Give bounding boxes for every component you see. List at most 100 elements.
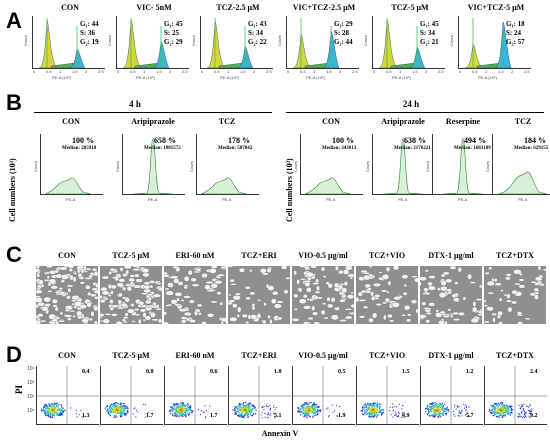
event-dot [238, 414, 241, 416]
event-dot [44, 409, 46, 411]
histogram-ylabel: Count [363, 35, 368, 46]
cell-cycle-stat: S: 34 [248, 29, 263, 37]
event-dot [261, 411, 263, 413]
event-dot [236, 407, 238, 409]
event-dot [397, 411, 399, 413]
event-dot [114, 411, 116, 413]
histogram-tick: 2.5 [98, 69, 104, 74]
event-dot [56, 410, 58, 412]
event-dot [523, 415, 525, 418]
event-dot [401, 404, 404, 407]
event-dot [401, 413, 403, 415]
panel-b-title: TCZ [514, 117, 532, 126]
event-dot [51, 416, 54, 419]
event-dot [242, 402, 245, 404]
event-dot [494, 409, 497, 412]
cell-cycle-stat: G₂: 29 [164, 38, 183, 46]
cell-shape [262, 319, 267, 324]
event-dot [174, 413, 176, 415]
cell-shape [437, 287, 441, 291]
cell-shape [38, 279, 44, 285]
event-dot [524, 413, 526, 415]
event-dot [109, 415, 111, 417]
histogram-svg [382, 137, 424, 195]
cell-shape [101, 275, 110, 280]
cell-shape [108, 270, 113, 276]
cell-shape [323, 316, 329, 320]
event-dot [75, 412, 77, 415]
event-dot [304, 413, 306, 416]
event-dot [122, 411, 124, 413]
cell-shape [513, 269, 522, 275]
event-dot [531, 408, 533, 410]
cell-shape [316, 285, 320, 292]
event-dot [403, 412, 405, 414]
cell-shape [427, 285, 436, 291]
event-dot [62, 411, 64, 414]
event-dot [273, 405, 275, 407]
cell-shape [422, 307, 431, 310]
median-value: Median: 285918 [62, 146, 97, 151]
event-dot [376, 407, 379, 409]
histogram-ylabel: Count [33, 161, 38, 172]
cell-shape [518, 278, 525, 282]
cell-shape [347, 294, 354, 300]
cell-shape [165, 290, 174, 296]
event-dot [310, 409, 313, 412]
event-dot [438, 416, 440, 418]
event-dot [458, 406, 460, 408]
scatter-svg [37, 366, 99, 424]
cell-shape [220, 317, 226, 323]
event-dot [495, 411, 498, 413]
cell-shape [165, 287, 170, 291]
panel-a-title: VIC+TCZ-5 μM [467, 3, 525, 12]
event-dot [435, 403, 437, 405]
event-dot [314, 407, 316, 409]
event-dot [124, 412, 126, 414]
event-dot [232, 409, 234, 411]
histogram-tick: 2.5 [524, 69, 530, 74]
cell-shape [411, 275, 418, 278]
event-dot [315, 408, 317, 411]
cell-shape [36, 319, 41, 324]
event-dot [255, 409, 257, 412]
histogram-ylabel: Count [485, 161, 490, 172]
cell-shape [424, 290, 428, 295]
event-dot [523, 417, 525, 419]
event-dot [500, 410, 503, 412]
event-dot [426, 413, 429, 416]
cell-shape [314, 290, 321, 294]
cell-shape [444, 320, 448, 324]
cell-shape [269, 319, 273, 324]
cell-shape [452, 311, 460, 315]
event-dot [390, 414, 392, 416]
cell-shape [111, 304, 120, 308]
event-dot [441, 405, 443, 408]
event-dot [62, 407, 64, 409]
event-dot [247, 413, 250, 416]
event-dot [503, 409, 505, 412]
event-dot [110, 409, 112, 411]
event-dot [381, 413, 383, 415]
event-dot [492, 412, 494, 414]
event-dot [122, 406, 124, 408]
event-dot [371, 407, 373, 410]
cell-shape [276, 316, 283, 321]
event-dot [70, 407, 72, 409]
event-dot [304, 415, 306, 417]
event-dot [237, 414, 239, 416]
event-dot [175, 411, 177, 413]
cell-shape [124, 312, 129, 317]
event-dot [380, 411, 382, 414]
event-dot [370, 410, 372, 412]
histogram-svg [498, 171, 548, 195]
event-dot [172, 413, 174, 415]
cell-shape [403, 283, 408, 288]
event-dot [114, 406, 116, 408]
event-dot [521, 404, 523, 406]
cell-shape [449, 266, 457, 270]
histogram-tick: 1 [485, 69, 488, 74]
cell-shape [51, 298, 58, 304]
event-dot [503, 415, 505, 417]
cell-shape [293, 293, 299, 298]
